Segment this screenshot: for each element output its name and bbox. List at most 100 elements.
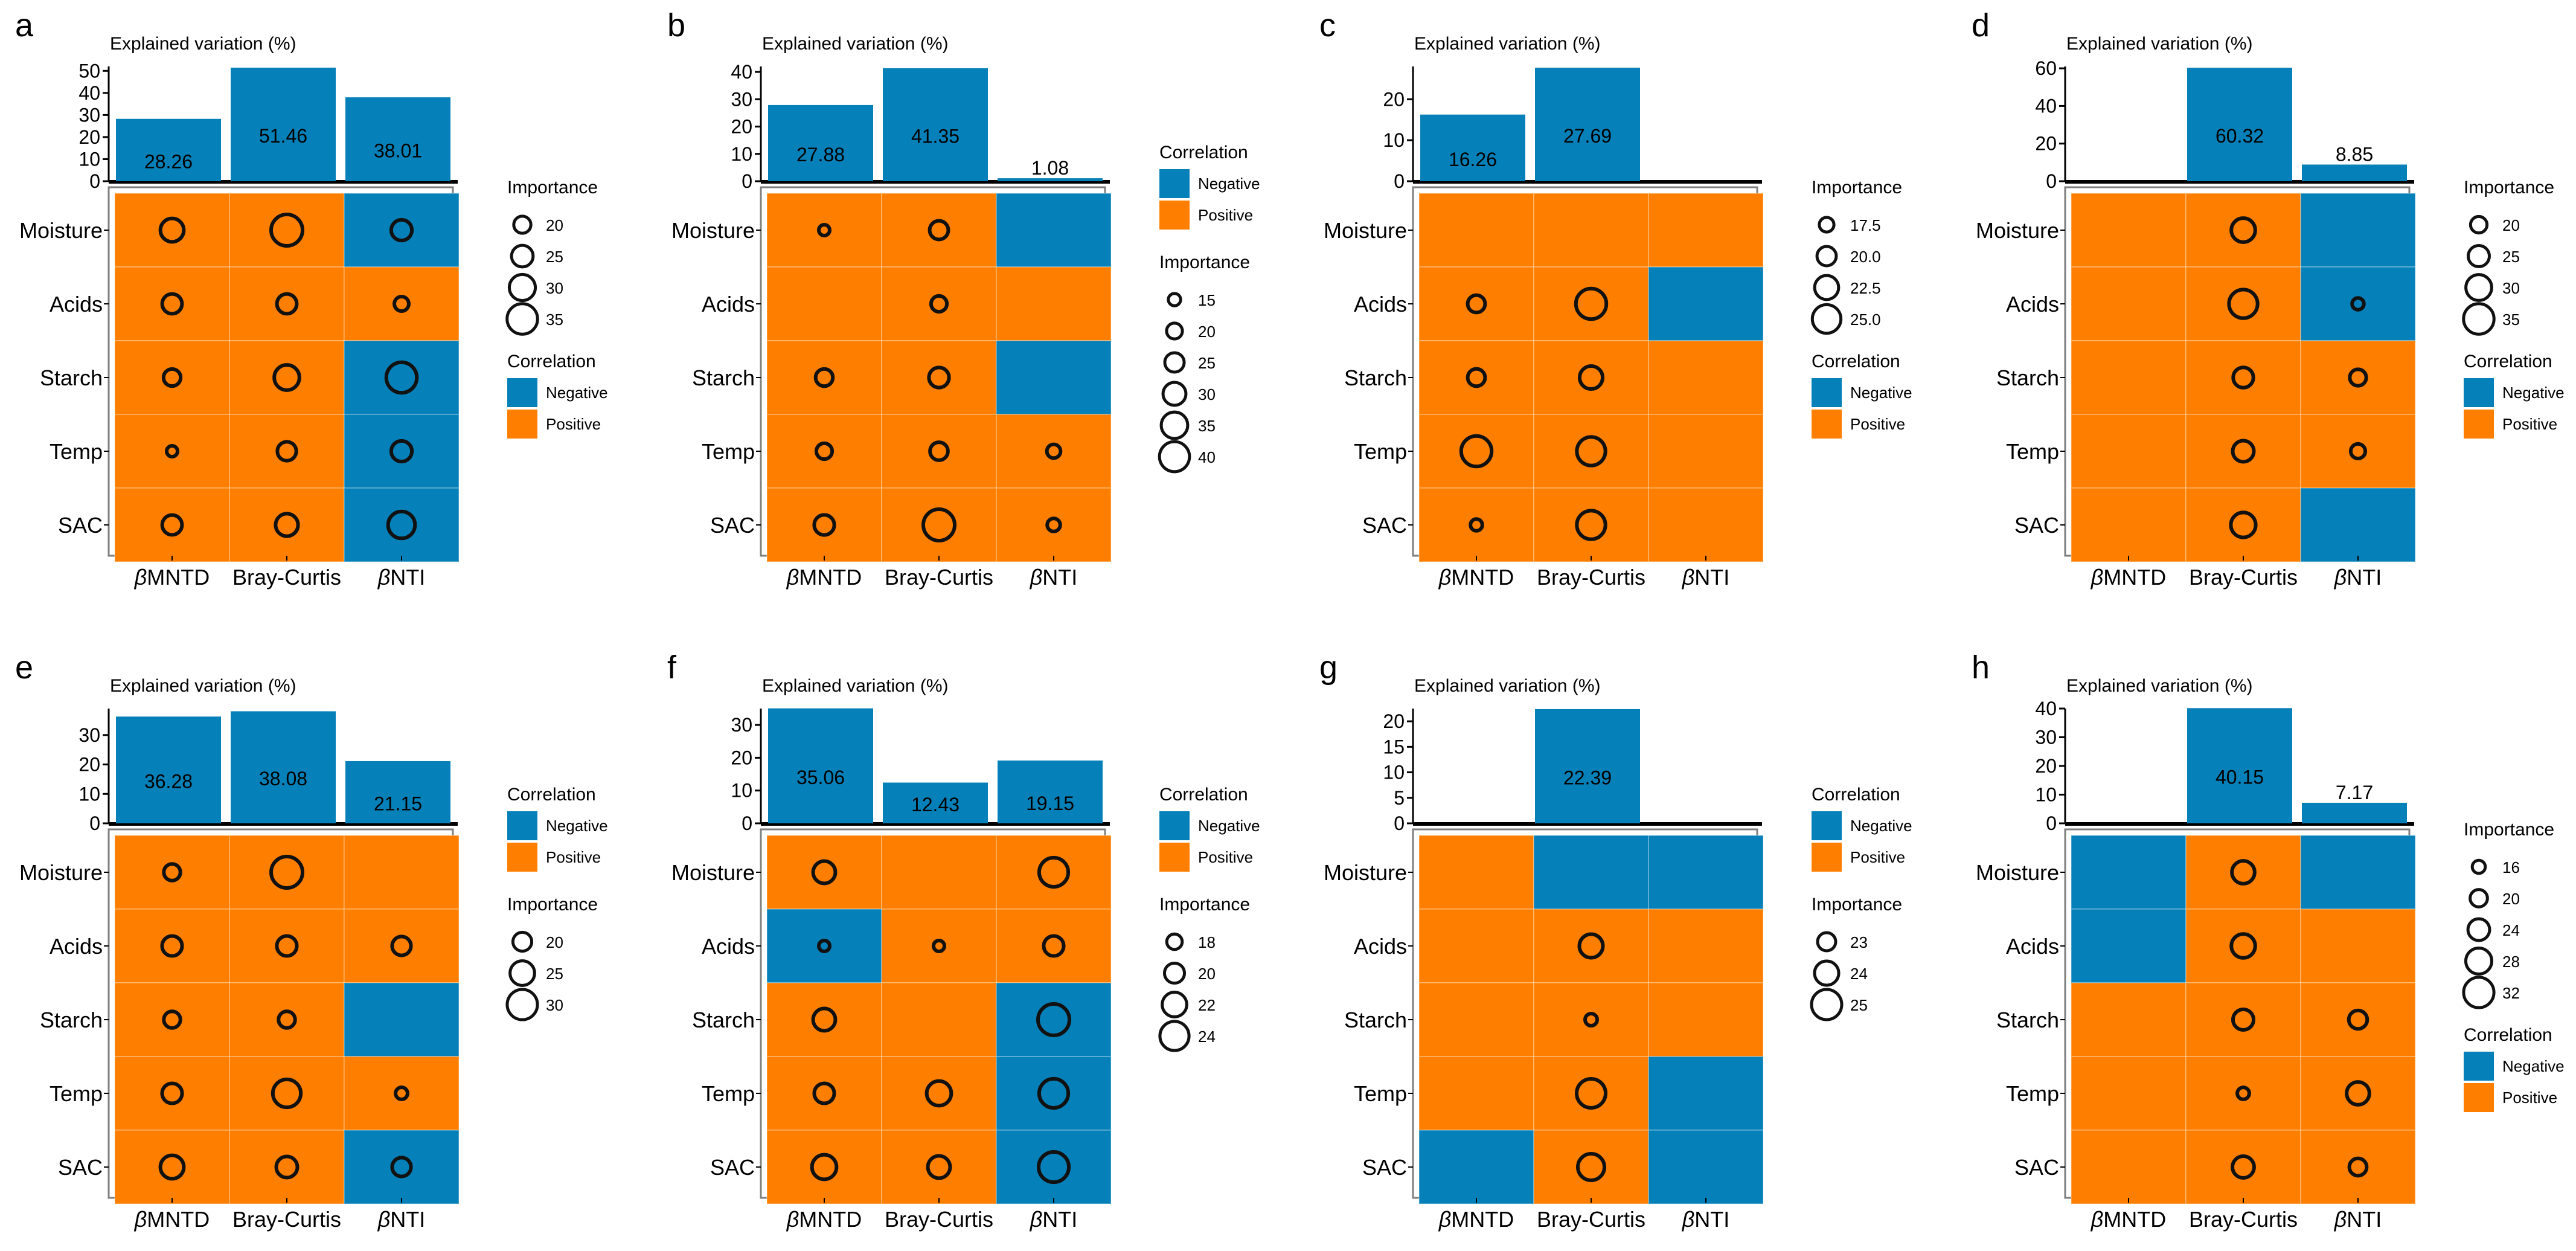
heatmap-cell <box>766 487 882 562</box>
row-label: Acids <box>702 292 755 317</box>
legend-importance-label: 35 <box>2502 310 2520 329</box>
heatmap-cell <box>344 414 460 489</box>
panel-label: e <box>15 649 33 686</box>
heatmap-cell <box>881 193 997 268</box>
legend-correlation-label: Negative <box>1198 175 1260 193</box>
bar-chart-title: Explained variation (%) <box>110 34 296 54</box>
legend-importance-label: 18 <box>1198 933 1216 951</box>
bar-chart-title: Explained variation (%) <box>762 676 948 696</box>
importance-circle <box>1583 1012 1599 1027</box>
bar-2 <box>2302 164 2407 181</box>
heatmap-cell <box>229 1130 345 1204</box>
importance-circle <box>1575 509 1607 541</box>
legend-importance-circle <box>505 988 539 1021</box>
importance-circle <box>389 439 414 464</box>
importance-circle <box>2347 1008 2369 1031</box>
importance-circle <box>277 1009 297 1030</box>
legend-importance-label: 24 <box>1850 965 1868 983</box>
column-label-beta: β <box>1438 1207 1452 1232</box>
heatmap-cell <box>1418 193 1534 268</box>
importance-circle <box>812 513 836 537</box>
importance-circle <box>1045 516 1062 533</box>
legend-importance-circle <box>1816 931 1837 953</box>
importance-circle <box>811 859 838 886</box>
heatmap-cell <box>881 414 997 489</box>
column-label: βNTI <box>1682 565 1730 590</box>
bar-2 <box>998 178 1103 181</box>
column-label: βMNTD <box>786 565 862 590</box>
column-label: βNTI <box>2334 1207 2382 1232</box>
heatmap-cell <box>229 1056 345 1131</box>
row-label: Moisture <box>1324 860 1407 885</box>
importance-circle <box>810 1153 839 1182</box>
heatmap-cell <box>996 1130 1112 1204</box>
legend-importance-title: Importance <box>507 178 598 198</box>
legend-importance-circle <box>2466 917 2491 942</box>
heatmap-cell <box>344 909 460 983</box>
column-label-beta: β <box>134 1207 147 1232</box>
legend-importance-label: 24 <box>1198 1027 1216 1046</box>
bar-value-label: 41.35 <box>911 125 960 147</box>
row-label: Starch <box>40 365 103 390</box>
column-label-beta: β <box>2334 565 2347 590</box>
legend-importance-circle <box>1167 292 1182 307</box>
legend-correlation-label: Positive <box>546 848 601 866</box>
heatmap-cell <box>881 340 997 415</box>
importance-circle <box>158 216 186 244</box>
bar-0 <box>116 716 221 823</box>
legend-importance-label: 30 <box>546 996 563 1014</box>
bar-y-tick-label: 40 <box>2035 95 2057 117</box>
legend-correlation-label: Positive <box>1850 415 1905 433</box>
legend-color-swatch <box>1159 169 1190 198</box>
legend-correlation-title: Correlation <box>2464 352 2552 371</box>
legend-importance-title: Importance <box>507 895 598 915</box>
legend-importance-circle <box>511 930 534 953</box>
heatmap-cell <box>1533 487 1649 562</box>
importance-circle <box>2348 442 2368 461</box>
legend-importance-label: 17.5 <box>1850 216 1881 234</box>
importance-circle <box>811 1006 838 1033</box>
bar-value-label: 28.26 <box>144 150 193 172</box>
heatmap-cell <box>1533 414 1649 489</box>
bar-chart-title: Explained variation (%) <box>762 34 948 54</box>
panel-e: e Explained variation (%) 0 10 20 30 36.28 38.0… <box>15 649 608 1232</box>
legend-correlation-title: Correlation <box>1159 143 1248 162</box>
bar-y-tick-label: 30 <box>78 724 100 746</box>
row-label: Moisture <box>1976 218 2059 243</box>
column-label: βNTI <box>1030 1207 1078 1232</box>
bar-y-tick-label: 0 <box>2046 170 2057 192</box>
heatmap-cell <box>344 1130 460 1204</box>
column-label-text: MNTD <box>2103 1207 2166 1232</box>
legend-importance-label: 20.0 <box>1850 248 1881 266</box>
legend-correlation-title: Correlation <box>2464 1025 2552 1045</box>
bar-1 <box>1535 68 1640 181</box>
column-label: βNTI <box>2334 565 2382 590</box>
row-label: Acids <box>1354 934 1407 959</box>
column-label-beta: β <box>786 565 799 590</box>
legend-importance-label: 22 <box>1198 996 1216 1014</box>
legend-importance-label: 28 <box>2502 953 2520 971</box>
heatmap-cell <box>1418 414 1534 489</box>
heatmap-cell <box>114 487 230 562</box>
legend-importance-circle <box>2470 858 2487 875</box>
heatmap-cell <box>1418 340 1534 415</box>
heatmap-cell <box>114 340 230 415</box>
panel-b: b Explained variation (%) 0 10 20 30 40 27.88 41… <box>667 7 1260 590</box>
row-label: Starch <box>1344 365 1407 390</box>
legend-importance-circle <box>1158 1020 1191 1052</box>
heatmap-cell <box>881 982 997 1057</box>
panel-label: b <box>667 7 685 43</box>
heatmap-cell <box>344 340 460 415</box>
legend-color-swatch <box>1812 378 1842 407</box>
legend-importance-label: 30 <box>2502 279 2520 297</box>
bar-2 <box>345 761 450 823</box>
importance-circle <box>1469 517 1484 533</box>
row-label: Starch <box>1996 365 2059 390</box>
row-label: Moisture <box>1324 218 1407 243</box>
column-label: βNTI <box>1682 1207 1730 1232</box>
bar-value-label: 51.46 <box>259 125 307 147</box>
importance-circle <box>2229 216 2257 244</box>
legend-importance-title: Importance <box>2464 178 2554 198</box>
legend-importance-circle <box>1813 959 1841 987</box>
